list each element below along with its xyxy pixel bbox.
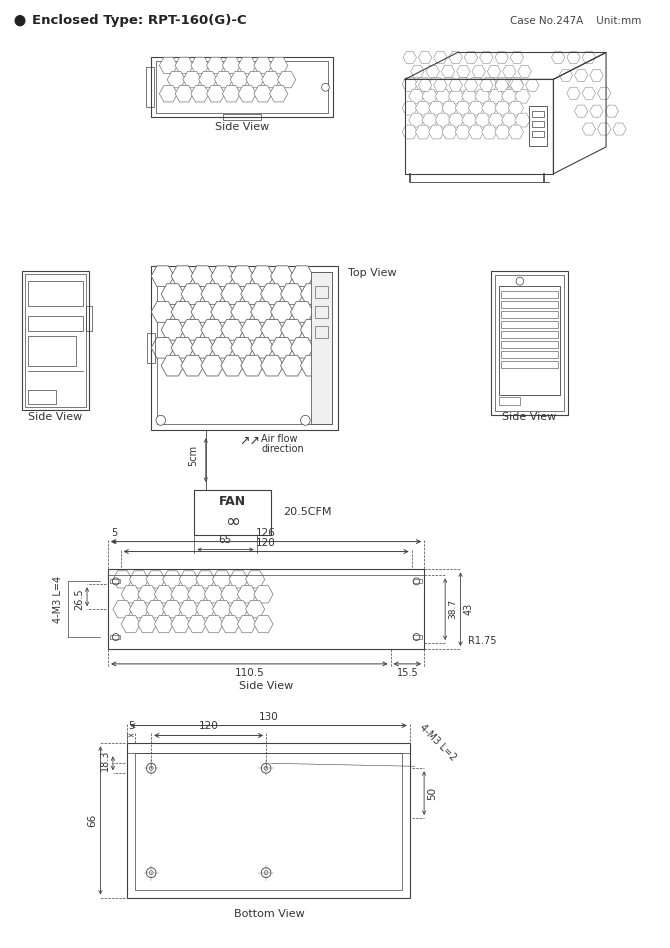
- Text: direction: direction: [261, 444, 304, 454]
- Text: 38.7: 38.7: [448, 599, 457, 619]
- Bar: [127, 743, 410, 898]
- Text: 5: 5: [111, 528, 117, 538]
- Bar: [22, 271, 89, 410]
- Bar: [223, 114, 261, 120]
- Circle shape: [147, 867, 156, 878]
- Bar: [151, 58, 333, 118]
- Bar: [27, 282, 83, 306]
- Text: 65: 65: [218, 535, 232, 544]
- Text: 66: 66: [88, 813, 98, 827]
- Bar: [500, 321, 558, 328]
- Circle shape: [261, 763, 271, 774]
- Text: 126: 126: [256, 528, 276, 538]
- Text: 43: 43: [464, 603, 474, 615]
- Bar: [157, 272, 332, 425]
- Circle shape: [413, 578, 420, 585]
- Text: Side View: Side View: [239, 681, 293, 691]
- Bar: [311, 272, 332, 425]
- Text: Side View: Side View: [215, 122, 269, 132]
- Bar: [147, 67, 154, 107]
- Text: 26.5: 26.5: [74, 589, 84, 611]
- Bar: [27, 316, 83, 331]
- Bar: [156, 62, 328, 113]
- Bar: [147, 333, 155, 363]
- Circle shape: [264, 766, 268, 771]
- Text: 5cm: 5cm: [188, 445, 198, 465]
- Text: Air flow: Air flow: [261, 434, 298, 445]
- Text: 20.5CFM: 20.5CFM: [283, 507, 332, 517]
- Circle shape: [516, 277, 524, 285]
- Bar: [315, 326, 328, 337]
- Circle shape: [301, 415, 310, 426]
- Bar: [110, 579, 120, 583]
- Text: FAN: FAN: [219, 496, 246, 508]
- Circle shape: [113, 633, 119, 641]
- Bar: [25, 274, 86, 408]
- Bar: [86, 306, 92, 331]
- Bar: [495, 275, 564, 411]
- Text: 110.5: 110.5: [234, 667, 264, 678]
- Bar: [500, 301, 558, 308]
- Bar: [413, 635, 422, 639]
- Bar: [491, 271, 567, 415]
- Bar: [500, 351, 558, 357]
- Text: 4-M3 L=2: 4-M3 L=2: [417, 722, 458, 763]
- Circle shape: [156, 415, 165, 426]
- Bar: [498, 286, 560, 395]
- Text: Top View: Top View: [348, 268, 396, 278]
- Text: Side View: Side View: [28, 412, 82, 422]
- Text: Case No.247A    Unit:mm: Case No.247A Unit:mm: [511, 16, 642, 26]
- Bar: [413, 579, 422, 583]
- Circle shape: [15, 16, 25, 26]
- Text: R1.75: R1.75: [468, 636, 496, 646]
- Bar: [315, 286, 328, 298]
- Bar: [108, 570, 424, 649]
- Bar: [315, 306, 328, 318]
- Bar: [500, 340, 558, 348]
- Text: Bottom View: Bottom View: [234, 909, 304, 920]
- Bar: [500, 360, 558, 368]
- Bar: [110, 635, 120, 639]
- Text: 15.5: 15.5: [397, 667, 418, 678]
- Text: ↗↗: ↗↗: [239, 435, 261, 448]
- Circle shape: [149, 766, 153, 771]
- Circle shape: [413, 633, 420, 641]
- Bar: [532, 131, 544, 137]
- Circle shape: [149, 870, 153, 875]
- Text: 4-M3 L=4: 4-M3 L=4: [54, 575, 64, 623]
- Bar: [500, 291, 558, 298]
- Circle shape: [113, 578, 119, 585]
- Text: ∞: ∞: [225, 513, 240, 531]
- Bar: [500, 311, 558, 318]
- Bar: [532, 121, 544, 127]
- Bar: [194, 490, 271, 535]
- Text: Side View: Side View: [502, 412, 557, 422]
- Bar: [529, 106, 547, 146]
- Circle shape: [261, 867, 271, 878]
- Bar: [135, 754, 402, 889]
- Text: 130: 130: [259, 712, 278, 721]
- Circle shape: [322, 83, 330, 91]
- Bar: [498, 397, 520, 406]
- Text: 18.3: 18.3: [100, 750, 110, 772]
- Text: 50: 50: [427, 787, 437, 800]
- Circle shape: [264, 870, 268, 875]
- Text: 5: 5: [128, 721, 134, 732]
- Bar: [27, 336, 76, 366]
- Bar: [500, 331, 558, 337]
- Text: 120: 120: [199, 721, 218, 732]
- Bar: [532, 111, 544, 118]
- Text: 120: 120: [256, 538, 276, 548]
- Circle shape: [147, 763, 156, 774]
- Text: Enclosed Type: RPT-160(G)-C: Enclosed Type: RPT-160(G)-C: [31, 14, 246, 27]
- Bar: [27, 391, 56, 405]
- Bar: [151, 266, 338, 430]
